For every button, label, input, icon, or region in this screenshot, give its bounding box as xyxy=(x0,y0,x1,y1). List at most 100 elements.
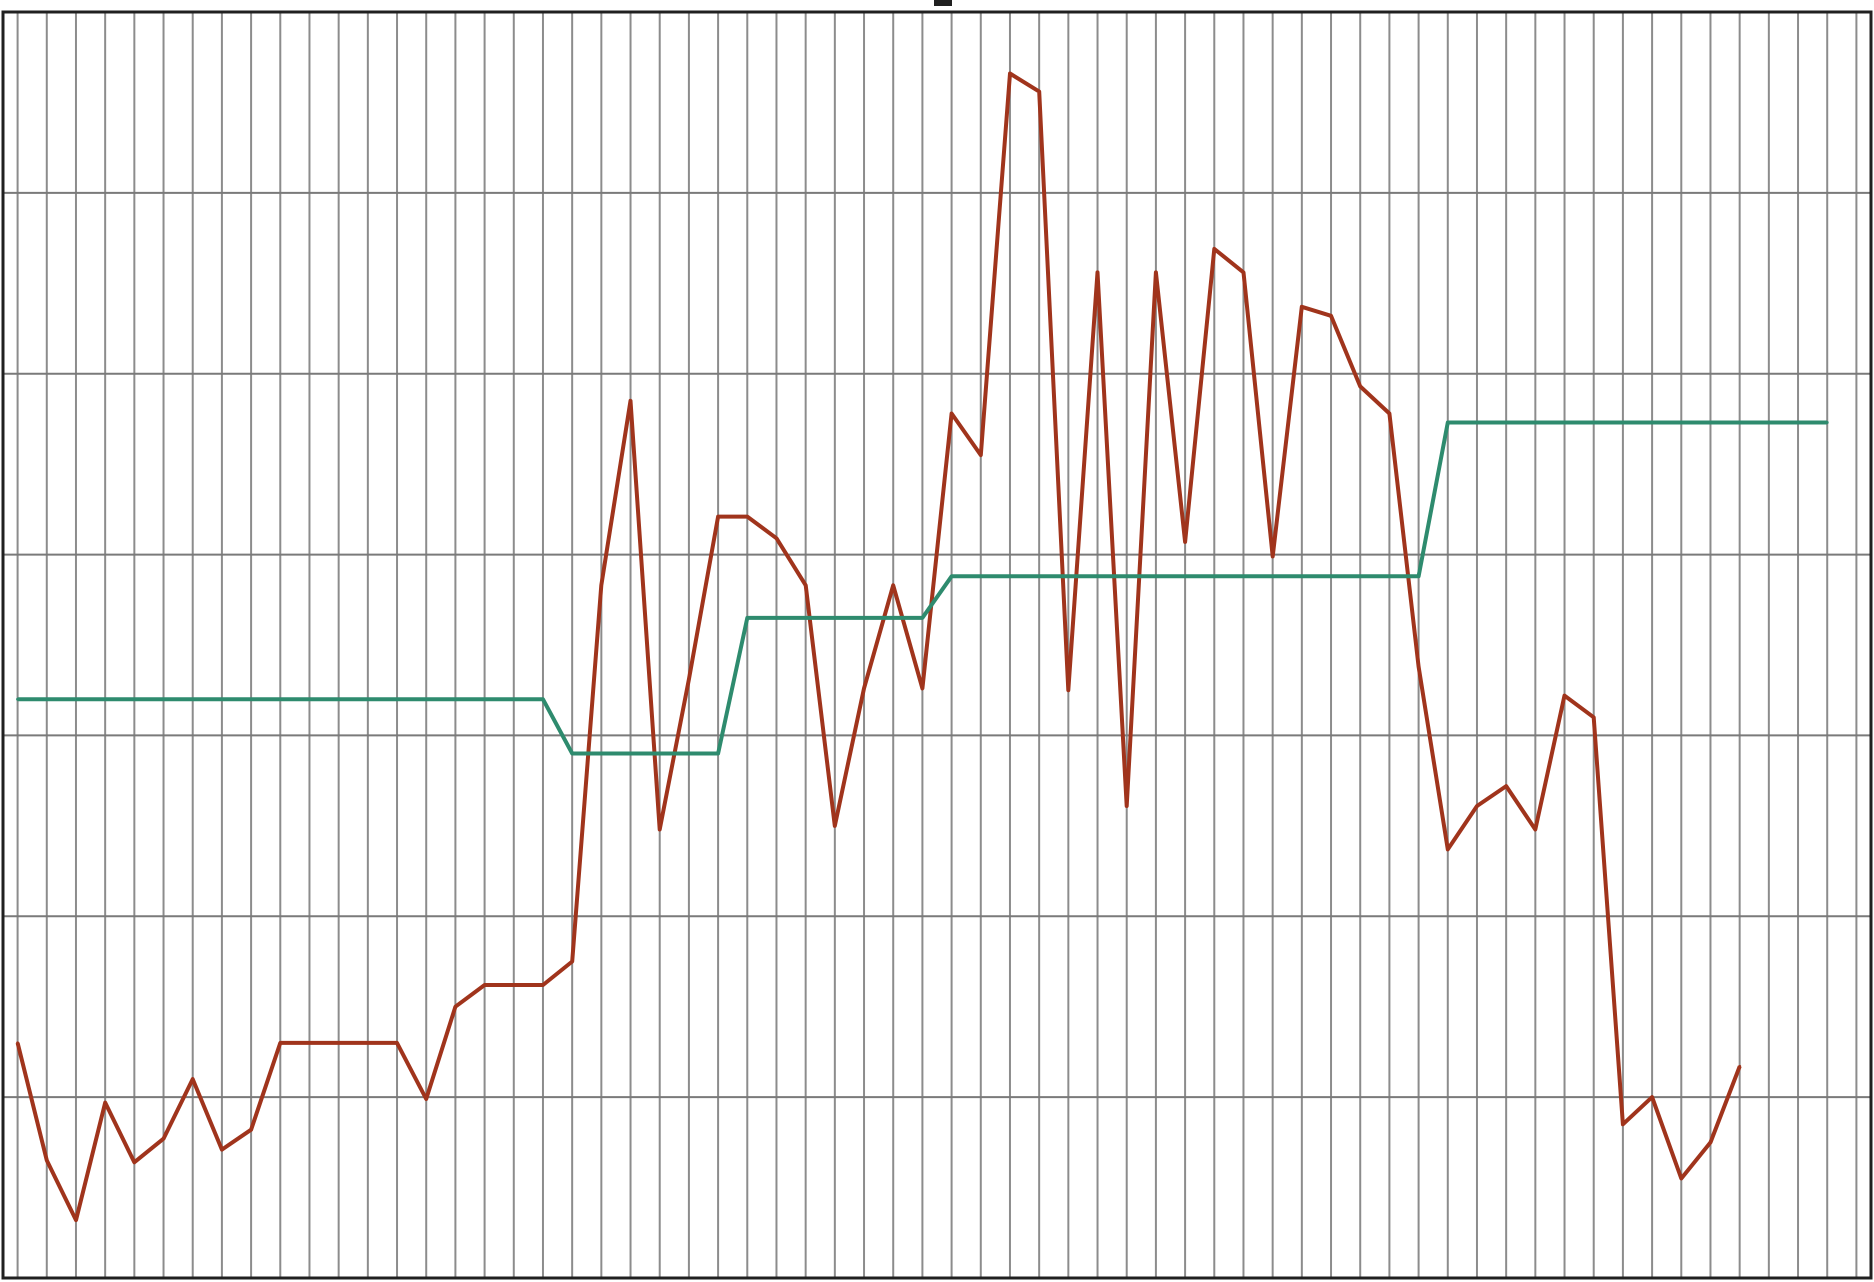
series-2-point xyxy=(1387,574,1391,578)
series-1-point xyxy=(775,536,778,540)
series-1-point xyxy=(395,1041,399,1045)
series-2-point xyxy=(1037,574,1041,578)
series-2-point xyxy=(162,697,165,701)
series-2-point xyxy=(103,697,107,701)
series-1-point xyxy=(658,828,662,831)
series-1-point xyxy=(512,983,516,987)
series-2-point xyxy=(599,752,603,755)
series-1-point xyxy=(249,1128,253,1132)
series-1-point xyxy=(570,960,574,963)
series-1-point xyxy=(920,686,924,690)
series-1-point xyxy=(1037,90,1041,94)
series-1-point xyxy=(1183,540,1187,544)
series-2-point xyxy=(16,697,20,701)
series-1-point xyxy=(16,1041,20,1045)
series-1-point xyxy=(1125,804,1129,808)
series-2-point xyxy=(512,697,516,701)
grid-lines xyxy=(3,12,1871,1278)
series-2-point xyxy=(366,697,370,701)
series-2-point xyxy=(979,574,983,578)
series-1-point xyxy=(541,983,545,987)
series-2-point xyxy=(833,616,837,620)
series-1-point xyxy=(1242,270,1245,274)
series-2-point xyxy=(424,697,428,701)
series-1-point xyxy=(1709,1140,1712,1144)
series-2-point xyxy=(950,574,954,578)
series-1-point xyxy=(862,686,866,690)
series-1-point xyxy=(950,412,954,415)
series-2-point xyxy=(220,697,224,701)
series-2-point xyxy=(1738,421,1742,424)
series-2-point xyxy=(1504,421,1508,424)
series-2-point xyxy=(1533,421,1537,424)
series-2-point xyxy=(1242,574,1245,578)
series-2-point xyxy=(745,616,749,620)
series-2-point xyxy=(716,752,720,755)
series-2-point xyxy=(570,752,574,755)
series-1-point xyxy=(1154,270,1158,274)
series-1-point xyxy=(191,1077,195,1081)
series-1-point xyxy=(278,1041,282,1045)
series-1-point xyxy=(103,1101,107,1105)
series-1-point xyxy=(1300,305,1304,309)
series-2-point xyxy=(1066,574,1070,578)
series-2-point xyxy=(687,752,691,755)
series-1-point xyxy=(1417,665,1421,669)
series-2-point xyxy=(1358,574,1362,578)
series-1-point xyxy=(629,399,632,403)
series-2-point xyxy=(920,616,924,620)
series-2-point xyxy=(249,697,253,701)
series-2-point xyxy=(1329,574,1333,578)
series-1-point xyxy=(1475,804,1479,808)
series-1-point xyxy=(132,1160,136,1164)
series-2-point xyxy=(278,697,282,701)
series-1-point xyxy=(74,1218,78,1222)
series-2-point xyxy=(1621,421,1625,424)
series-2-point xyxy=(1592,421,1596,424)
series-2-point xyxy=(1417,574,1421,578)
series-1-point xyxy=(1271,554,1275,558)
series-2-point xyxy=(1125,574,1129,578)
series-2-point xyxy=(1096,574,1099,578)
series-1-point xyxy=(1008,72,1012,75)
series-1-point xyxy=(1563,694,1566,698)
series-2-point xyxy=(337,697,341,701)
series-2-point xyxy=(1679,421,1683,424)
series-1-point xyxy=(1592,715,1596,719)
series-1-point xyxy=(366,1041,370,1045)
series-2-point xyxy=(191,697,195,701)
series-1-point xyxy=(1066,688,1070,692)
series-1-point xyxy=(424,1097,428,1101)
series-1-point xyxy=(804,583,808,587)
plot-border xyxy=(1,10,1873,1280)
series-2-point xyxy=(1154,574,1158,578)
series-1-point xyxy=(220,1148,224,1152)
series-2-point xyxy=(1183,574,1187,578)
series-1-point xyxy=(1679,1177,1683,1180)
series-1-point xyxy=(308,1041,311,1045)
series-1-point xyxy=(45,1158,49,1162)
series-1-point xyxy=(337,1041,341,1045)
title-marker xyxy=(934,0,952,6)
series-1-point xyxy=(833,824,837,828)
series-2-point xyxy=(1446,421,1450,424)
series-2-point xyxy=(658,752,662,755)
series-2-point xyxy=(1271,574,1275,578)
series-1-point xyxy=(1096,270,1099,274)
series-2-point xyxy=(395,697,399,701)
series-2-point xyxy=(74,697,78,701)
series-2-point xyxy=(1212,574,1216,578)
series-line-1 xyxy=(15,71,1742,1223)
series-1-point xyxy=(745,515,749,519)
series-2-point xyxy=(1008,574,1012,578)
series-1-point xyxy=(1738,1064,1742,1068)
series-2-point xyxy=(862,616,866,620)
series-2-point xyxy=(1475,421,1479,424)
series-1-point xyxy=(1533,828,1537,831)
series-1-point xyxy=(599,583,603,587)
series-2-point xyxy=(1563,421,1566,424)
series-2-point xyxy=(629,752,632,755)
series-2-point xyxy=(891,616,895,620)
